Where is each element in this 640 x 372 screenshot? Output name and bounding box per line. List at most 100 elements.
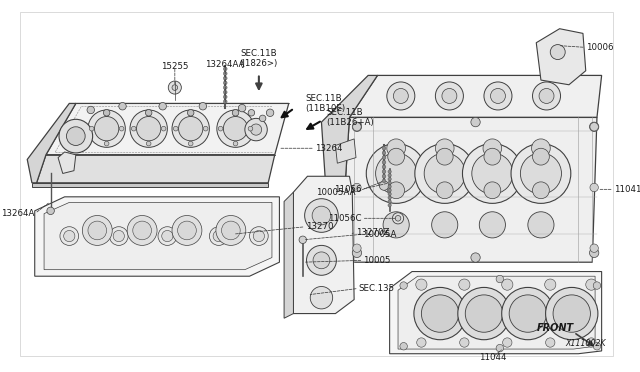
Circle shape <box>589 248 599 257</box>
Circle shape <box>590 183 598 192</box>
Circle shape <box>415 144 475 203</box>
Circle shape <box>188 111 193 116</box>
Circle shape <box>131 126 136 131</box>
Circle shape <box>376 153 417 194</box>
Circle shape <box>392 213 404 224</box>
Circle shape <box>119 126 124 131</box>
Circle shape <box>218 126 223 131</box>
Text: 10006: 10006 <box>586 43 613 52</box>
Circle shape <box>460 338 469 347</box>
Circle shape <box>383 212 409 238</box>
Circle shape <box>90 126 94 131</box>
Circle shape <box>161 126 166 131</box>
Circle shape <box>388 200 391 203</box>
Circle shape <box>388 185 391 188</box>
Polygon shape <box>340 118 597 262</box>
Circle shape <box>463 144 522 203</box>
Circle shape <box>130 110 167 147</box>
Circle shape <box>63 230 75 242</box>
Circle shape <box>173 126 178 131</box>
Circle shape <box>172 215 202 246</box>
Circle shape <box>545 338 555 347</box>
Circle shape <box>136 116 161 141</box>
Text: 11044: 11044 <box>479 353 506 362</box>
Circle shape <box>147 111 151 116</box>
Circle shape <box>162 230 173 242</box>
Circle shape <box>213 230 224 242</box>
Polygon shape <box>390 272 602 354</box>
Circle shape <box>127 215 157 246</box>
Circle shape <box>307 246 337 275</box>
Circle shape <box>502 288 554 340</box>
Circle shape <box>221 221 240 240</box>
Circle shape <box>532 82 561 110</box>
Circle shape <box>113 230 124 242</box>
Circle shape <box>416 279 427 290</box>
Circle shape <box>233 111 238 116</box>
Circle shape <box>496 275 504 283</box>
Circle shape <box>366 144 426 203</box>
Circle shape <box>388 181 391 185</box>
Polygon shape <box>58 152 76 173</box>
Circle shape <box>593 282 601 289</box>
Polygon shape <box>293 176 354 314</box>
Circle shape <box>587 338 596 347</box>
Circle shape <box>394 89 408 103</box>
Circle shape <box>388 192 391 196</box>
Circle shape <box>87 106 95 114</box>
Circle shape <box>388 203 391 207</box>
Circle shape <box>589 122 599 131</box>
Circle shape <box>586 279 597 290</box>
Circle shape <box>472 153 513 194</box>
Text: X111002K: X111002K <box>566 339 606 348</box>
Circle shape <box>435 82 463 110</box>
Text: 10005AA: 10005AA <box>317 187 356 197</box>
Circle shape <box>484 148 500 165</box>
Circle shape <box>233 141 238 146</box>
Text: FRONT: FRONT <box>536 323 573 333</box>
Circle shape <box>223 90 227 94</box>
Text: 11056C: 11056C <box>328 214 362 223</box>
Circle shape <box>421 295 459 332</box>
Circle shape <box>471 253 480 262</box>
Circle shape <box>223 116 248 141</box>
Polygon shape <box>349 76 602 118</box>
Circle shape <box>238 105 246 112</box>
Text: 13264A: 13264A <box>1 209 35 218</box>
Text: 11041: 11041 <box>614 185 640 194</box>
Circle shape <box>188 141 193 146</box>
Circle shape <box>305 199 339 232</box>
Circle shape <box>590 123 598 131</box>
Circle shape <box>400 343 408 350</box>
Circle shape <box>479 212 506 238</box>
Circle shape <box>382 170 386 173</box>
Circle shape <box>83 215 112 246</box>
Circle shape <box>396 215 401 221</box>
Circle shape <box>159 103 166 110</box>
Text: 10005: 10005 <box>364 256 391 265</box>
Circle shape <box>532 182 549 199</box>
Circle shape <box>313 252 330 269</box>
Circle shape <box>532 139 550 158</box>
Circle shape <box>248 109 255 116</box>
Circle shape <box>209 227 228 246</box>
Circle shape <box>310 286 333 309</box>
Circle shape <box>88 110 125 147</box>
Circle shape <box>459 279 470 290</box>
Circle shape <box>545 288 598 340</box>
Circle shape <box>223 95 227 99</box>
Circle shape <box>509 295 547 332</box>
Circle shape <box>60 227 79 246</box>
Polygon shape <box>46 103 289 155</box>
Circle shape <box>223 81 227 85</box>
Text: SEC.11B
(J1826>): SEC.11B (J1826>) <box>240 48 278 68</box>
Circle shape <box>299 236 307 244</box>
Circle shape <box>95 116 119 141</box>
Polygon shape <box>28 103 76 183</box>
Circle shape <box>216 215 246 246</box>
Circle shape <box>145 109 152 116</box>
Circle shape <box>382 160 386 164</box>
Circle shape <box>199 103 207 110</box>
Polygon shape <box>321 76 378 262</box>
Circle shape <box>424 153 465 194</box>
